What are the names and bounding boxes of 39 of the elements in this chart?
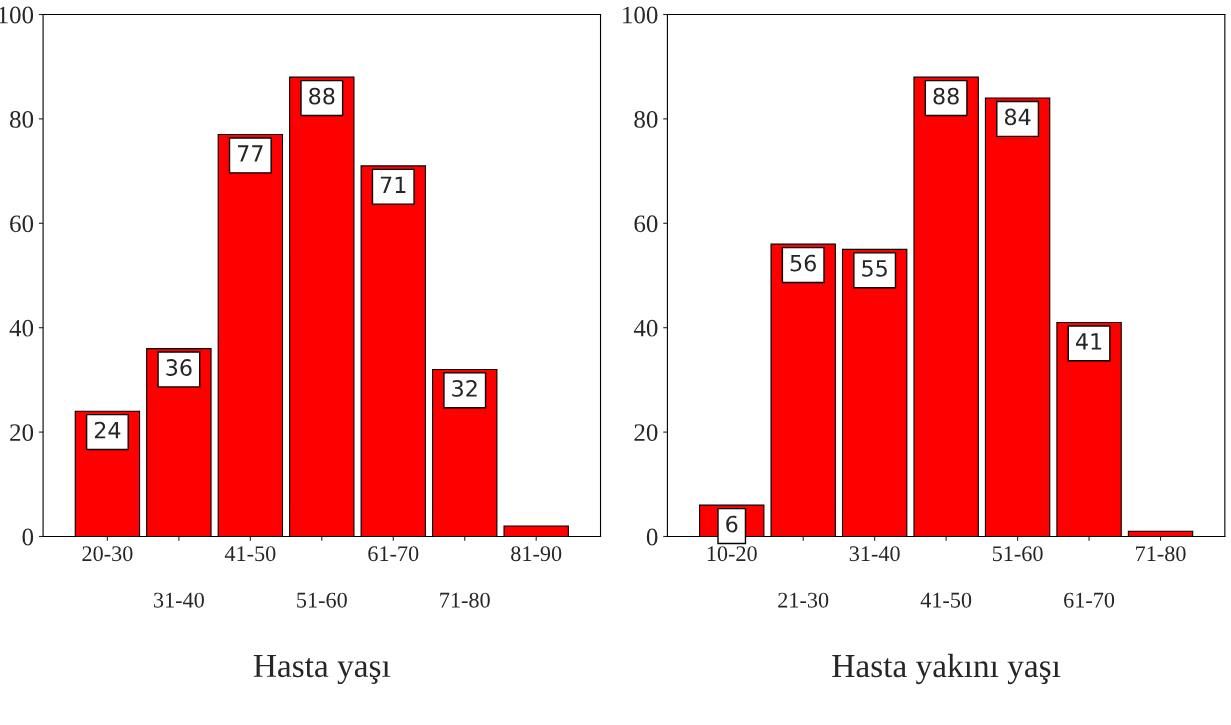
- data-label: 84: [1004, 108, 1031, 126]
- x-tick-label: 31-40: [849, 546, 900, 562]
- x-tick-label: 41-50: [920, 592, 972, 608]
- x-axis-title: Hasta yaşı: [253, 655, 391, 685]
- x-tick-label: 21-30: [778, 592, 829, 608]
- x-tick-label: 71-80: [440, 592, 490, 608]
- x-tick-label: 51-60: [297, 592, 347, 608]
- data-label: 32: [452, 379, 477, 397]
- y-tick-label: 40: [633, 319, 658, 337]
- y-tick-label: 0: [646, 528, 658, 546]
- x-tick-label: 51-60: [992, 546, 1043, 562]
- data-label: 56: [790, 254, 816, 272]
- y-tick-label: 80: [10, 110, 34, 128]
- x-tick-label: 10-20: [707, 546, 757, 562]
- y-tick-label: 20: [634, 424, 658, 442]
- data-label: 55: [862, 260, 887, 277]
- y-tick-label: 0: [22, 528, 34, 546]
- x-axis-title: Hasta yakını yaşı: [832, 653, 1061, 685]
- data-label: 71: [380, 176, 406, 193]
- data-label: 77: [238, 145, 263, 162]
- y-tick-label: 60: [634, 215, 658, 233]
- data-label: 88: [309, 87, 335, 105]
- x-tick-label: 61-70: [1064, 592, 1115, 608]
- x-tick-label: 71-80: [1136, 546, 1186, 562]
- x-tick-label: 31-40: [154, 592, 204, 608]
- x-tick-label: 20-30: [82, 546, 133, 562]
- data-label: 41: [1076, 333, 1102, 350]
- y-tick-label: 20: [10, 424, 34, 442]
- y-tick-label: 100: [623, 6, 658, 24]
- data-label: 36: [166, 359, 192, 376]
- y-tick-label: 80: [634, 110, 658, 128]
- data-label: 24: [94, 421, 121, 439]
- x-tick-label: 81-90: [511, 546, 562, 562]
- data-label: 6: [726, 515, 738, 533]
- x-tick-label: 61-70: [368, 546, 419, 562]
- data-label: 88: [933, 87, 959, 105]
- y-tick-label: 40: [9, 319, 34, 337]
- y-tick-label: 60: [10, 215, 34, 233]
- x-tick-label: 41-50: [224, 546, 276, 562]
